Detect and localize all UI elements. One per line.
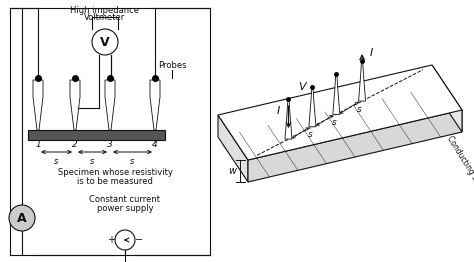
Polygon shape (309, 89, 316, 127)
Polygon shape (218, 65, 462, 160)
Text: s: s (130, 157, 135, 166)
Text: Specimen whose resistivity: Specimen whose resistivity (57, 168, 173, 177)
Text: 3: 3 (107, 140, 113, 149)
Polygon shape (105, 80, 115, 130)
Text: w: w (228, 166, 236, 176)
Text: +: + (107, 235, 115, 245)
Text: 1: 1 (35, 140, 41, 149)
Polygon shape (70, 80, 80, 130)
Text: Voltmeter: Voltmeter (84, 13, 126, 22)
Circle shape (92, 29, 118, 55)
Text: −: − (135, 235, 143, 245)
Text: I: I (369, 48, 373, 58)
Text: Constant current: Constant current (90, 195, 161, 204)
Text: s: s (308, 130, 313, 139)
Text: s: s (357, 105, 362, 114)
Polygon shape (150, 80, 160, 130)
Circle shape (9, 205, 35, 231)
Text: 2: 2 (72, 140, 78, 149)
Circle shape (115, 230, 135, 250)
Text: power supply: power supply (97, 204, 153, 213)
Polygon shape (248, 110, 462, 182)
Text: s: s (91, 157, 95, 166)
Text: A: A (17, 211, 27, 225)
Bar (28, 130, 165, 140)
Polygon shape (432, 65, 462, 132)
Polygon shape (285, 101, 292, 139)
Text: s: s (332, 118, 337, 127)
Text: V: V (299, 82, 306, 92)
Text: Conducting sheet: Conducting sheet (446, 134, 474, 196)
Polygon shape (33, 80, 43, 130)
Polygon shape (358, 63, 365, 101)
Text: V: V (100, 35, 110, 48)
Text: Probes: Probes (158, 61, 186, 70)
Text: s: s (55, 157, 59, 166)
Text: High impedance: High impedance (71, 6, 139, 15)
Polygon shape (333, 77, 340, 114)
Text: I: I (277, 106, 280, 116)
Text: 4: 4 (152, 140, 158, 149)
Text: is to be measured: is to be measured (77, 177, 153, 186)
Polygon shape (218, 115, 248, 182)
